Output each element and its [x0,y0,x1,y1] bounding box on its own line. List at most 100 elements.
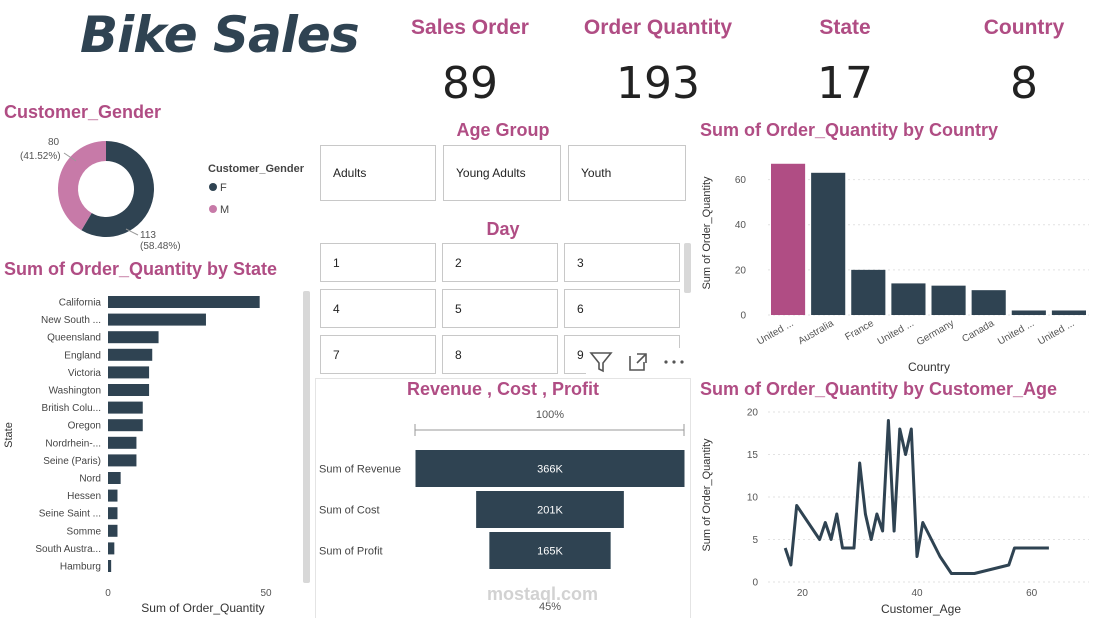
funnel-category-label: Sum of Revenue [319,464,401,476]
state-category-label: British Colu... [42,403,101,414]
state-bar-south-austra[interactable] [108,542,115,555]
country-bar-4[interactable] [891,283,926,315]
state-x-tick: 0 [105,588,111,599]
state-bar-chart[interactable]: California New South ... Queensland England… [0,285,300,618]
age-y-tick: 20 [747,408,759,419]
state-category-label: Seine Saint ... [39,509,101,520]
funnel-bar-sum-of-revenue[interactable] [415,450,685,487]
funnel-chart[interactable]: 100% Sum of Revenue 366K Sum of Cost 201K Su… [315,400,691,618]
country-category-label: Canada [960,318,996,345]
state-bar-washington[interactable] [108,384,150,396]
state-category-label: Hamburg [60,562,101,573]
donut-slice-m[interactable] [57,141,106,231]
country-y-tick: 60 [735,175,747,186]
legend-marker-f [209,183,217,191]
state-x-axis-label: Sum of Order_Quantity [141,601,264,615]
state-bar-queensland[interactable] [108,331,159,344]
donut-slice-f[interactable] [81,141,154,237]
age-y-tick: 5 [752,535,758,546]
country-y-tick: 20 [735,265,747,276]
filter-icon[interactable] [589,352,613,373]
age-y-axis-label: Sum of Order_Quantity [701,438,713,552]
kpi-sales-order-label: Sales Order [411,16,529,39]
day-option-3[interactable]: 3 [564,243,680,282]
kpi-order-quantity-label: Order Quantity [583,16,733,39]
day-option-7[interactable]: 7 [320,335,436,374]
state-bar-hessen[interactable] [108,489,118,502]
donut-label-f-value: 113 [140,230,156,241]
day-option-8[interactable]: 8 [442,335,558,374]
country-bar-6[interactable] [971,290,1006,315]
funnel-bar-sum-of-profit[interactable] [489,532,611,569]
kpi-country-value: 8 [1010,58,1038,109]
funnel-category-label: Sum of Profit [319,546,383,558]
funnel-visual-border [315,378,691,618]
country-x-axis-label: Country [908,360,950,374]
state-bar-california[interactable] [108,296,260,308]
state-bar-new-south[interactable] [108,313,206,326]
state-category-label: Hessen [67,491,101,502]
state-x-tick: 50 [260,588,272,599]
state-category-label: Oregon [68,421,101,432]
legend-label-m[interactable]: M [220,204,229,216]
state-category-label: Nord [79,474,101,485]
more-options-icon[interactable] [664,360,684,364]
age-x-tick: 40 [911,588,923,599]
legend-label-f[interactable]: F [220,182,227,194]
country-bar-2[interactable] [811,172,846,315]
day-option-1[interactable]: 1 [320,243,436,282]
country-bar-8[interactable] [1051,310,1086,315]
state-bar-oregon[interactable] [108,419,143,432]
state-bar-british-colu[interactable] [108,401,143,414]
day-option-6[interactable]: 6 [564,289,680,328]
age-group-option-adults[interactable]: Adults [320,145,436,201]
age-group-title: Age Group [456,120,550,140]
day-option-4[interactable]: 4 [320,289,436,328]
donut-label-m-pct: (41.52%) [20,151,61,162]
funnel-bar-sum-of-cost[interactable] [476,491,624,528]
country-y-tick: 0 [740,311,746,322]
state-category-label: Somme [67,526,102,537]
country-bar-5[interactable] [931,285,966,315]
state-category-label: California [59,298,102,309]
age-y-tick: 10 [747,493,759,504]
age-group-option-young-adults[interactable]: Young Adults [443,145,561,201]
age-group-option-youth[interactable]: Youth [568,145,686,201]
state-bar-nordrhein[interactable] [108,436,137,449]
state-bar-hamburg[interactable] [108,560,112,572]
state-category-label: Queensland [47,333,101,344]
day-option-2[interactable]: 2 [442,243,558,282]
state-chart-scrollbar[interactable] [303,291,310,583]
age-x-axis-label: Customer_Age [881,602,961,616]
funnel-chart-title: Revenue , Cost , Profit [406,379,600,399]
state-bar-nord[interactable] [108,472,121,484]
age-y-tick: 15 [747,450,759,461]
country-bar-3[interactable] [851,269,886,315]
state-chart-title: Sum of Order_Quantity by State [4,259,278,279]
state-category-label: Victoria [68,368,102,379]
state-bar-england[interactable] [108,348,153,361]
gender-donut-chart[interactable]: 80 (41.52%) 113 (58.48%) Customer_Gender… [0,125,310,255]
country-category-label: United ... [1036,318,1076,348]
country-category-label: United ... [876,318,916,348]
day-slicer-scrollbar[interactable] [684,243,691,293]
state-bar-seine-saint[interactable] [108,507,118,520]
focus-mode-icon[interactable] [629,353,647,371]
kpi-sales-order-value: 89 [442,58,498,109]
state-bar-seine-paris[interactable] [108,454,137,467]
age-x-tick: 20 [797,588,809,599]
day-option-5[interactable]: 5 [442,289,558,328]
age-series-line[interactable] [783,419,1049,575]
country-bar-7[interactable] [1011,310,1046,315]
visual-toolbar [586,348,692,376]
country-bar-1[interactable] [771,163,806,315]
age-line-chart[interactable]: 0 5 10 15 20 20 40 60 Sum of Order_Quantity Cus… [696,400,1096,618]
funnel-value-label: 201K [537,505,563,517]
state-category-label: New South ... [41,315,101,326]
country-category-label: United ... [755,318,795,348]
dashboard-title: Bike Sales [80,6,360,64]
watermark-text: mostaql.com [487,584,599,604]
state-bar-somme[interactable] [108,524,118,537]
state-bar-victoria[interactable] [108,366,150,379]
